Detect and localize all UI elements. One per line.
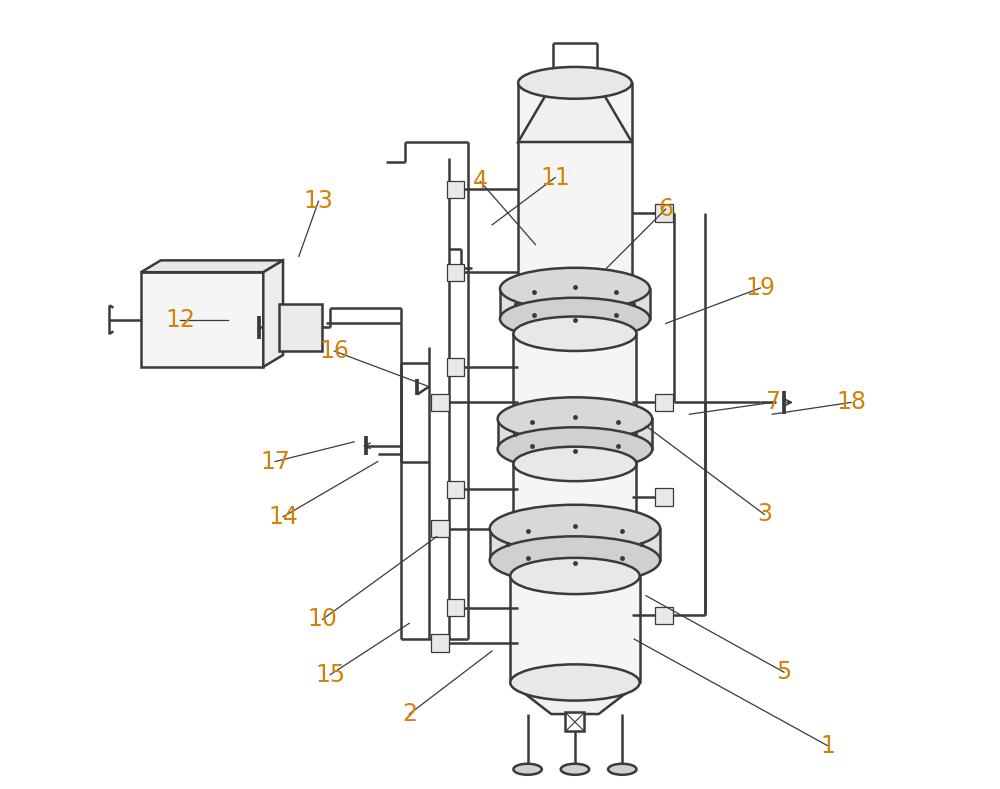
Text: 18: 18 [836, 391, 866, 414]
Bar [490, 529, 660, 560]
Text: 12: 12 [166, 308, 195, 331]
Bar [431, 634, 449, 652]
Ellipse shape [500, 297, 650, 340]
Text: 13: 13 [304, 189, 333, 213]
Bar [565, 712, 584, 731]
Polygon shape [510, 682, 640, 714]
Bar [431, 394, 449, 411]
Text: 15: 15 [315, 663, 345, 686]
Bar [141, 272, 263, 367]
Bar [500, 289, 650, 319]
Text: 11: 11 [540, 166, 570, 189]
Ellipse shape [513, 447, 636, 481]
Ellipse shape [490, 505, 660, 552]
Ellipse shape [500, 267, 650, 310]
Polygon shape [263, 260, 283, 367]
Bar [655, 488, 673, 506]
Ellipse shape [561, 764, 589, 775]
Text: 19: 19 [745, 276, 775, 300]
Ellipse shape [510, 664, 640, 701]
Text: 1: 1 [820, 734, 835, 757]
Bar [655, 204, 673, 222]
Bar [447, 264, 464, 281]
Ellipse shape [513, 316, 636, 351]
Bar [518, 83, 632, 300]
Text: 2: 2 [402, 702, 417, 726]
Ellipse shape [510, 558, 640, 594]
Ellipse shape [490, 537, 660, 584]
Ellipse shape [608, 764, 636, 775]
Bar [655, 394, 673, 411]
Ellipse shape [513, 413, 636, 447]
Polygon shape [518, 83, 632, 142]
Bar [655, 607, 673, 624]
Bar [498, 419, 652, 449]
Ellipse shape [518, 284, 632, 316]
Bar [447, 358, 464, 376]
Bar [513, 464, 636, 540]
Bar [447, 481, 464, 498]
Text: 14: 14 [268, 505, 298, 529]
Polygon shape [141, 260, 283, 272]
Ellipse shape [513, 764, 542, 775]
Ellipse shape [513, 523, 636, 558]
Text: 4: 4 [473, 170, 488, 193]
Bar [513, 334, 636, 430]
Ellipse shape [498, 428, 652, 470]
Text: 5: 5 [776, 660, 792, 684]
Ellipse shape [553, 77, 597, 88]
Bar [510, 576, 640, 682]
Text: 7: 7 [765, 391, 780, 414]
Bar [447, 599, 464, 616]
Ellipse shape [518, 67, 632, 99]
Bar [279, 304, 322, 351]
Bar [447, 181, 464, 198]
Text: 16: 16 [319, 339, 349, 363]
Ellipse shape [498, 398, 652, 440]
Bar [431, 520, 449, 537]
Text: 6: 6 [658, 197, 673, 221]
Text: 3: 3 [757, 503, 772, 526]
Text: 10: 10 [308, 608, 337, 631]
Text: 17: 17 [260, 450, 290, 473]
